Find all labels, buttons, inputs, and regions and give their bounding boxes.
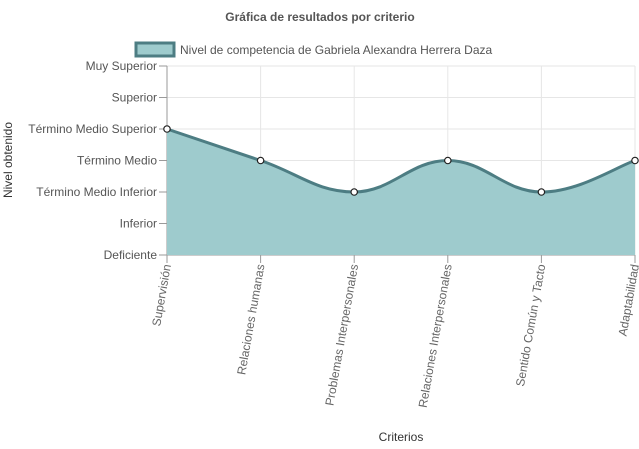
x-tick-label: Problemas Interpersonales xyxy=(322,263,361,407)
x-tick-label: Sentido Común y Tacto xyxy=(513,263,548,388)
x-tick-label: Adaptabilidad xyxy=(616,263,639,337)
x-axis-label: Criterios xyxy=(379,430,424,444)
legend[interactable]: Nivel de competencia de Gabriela Alexand… xyxy=(134,41,492,58)
y-tick-label: Término Medio Superior xyxy=(28,122,157,136)
x-tick-label: Supervisión xyxy=(149,263,174,327)
data-point[interactable] xyxy=(631,156,639,165)
series-line xyxy=(166,127,636,194)
y-tick-label: Muy Superior xyxy=(86,59,157,73)
data-point[interactable] xyxy=(163,125,171,133)
y-axis-ticks: Deficiente Inferior Término Medio Inferior… xyxy=(28,59,157,262)
legend-swatch xyxy=(134,41,176,58)
x-tick-label: Relaciones Interpersonales xyxy=(416,263,455,409)
data-point[interactable] xyxy=(537,188,546,196)
y-tick-label: Deficiente xyxy=(104,248,158,262)
x-axis-ticks: Supervisión Relaciones humanas Problemas I… xyxy=(149,263,639,409)
data-point[interactable] xyxy=(443,156,452,165)
y-tick-label: Término Medio Inferior xyxy=(36,185,157,199)
y-axis-label: Nivel obtenido xyxy=(1,122,15,198)
y-tick-label: Superior xyxy=(112,91,157,105)
data-point[interactable] xyxy=(350,188,359,196)
y-tick-label: Término Medio xyxy=(77,154,157,168)
plot-area xyxy=(163,125,639,255)
series-area xyxy=(167,129,635,255)
legend-label: Nivel de competencia de Gabriela Alexand… xyxy=(180,43,492,57)
data-point[interactable] xyxy=(256,156,265,165)
y-tick-label: Inferior xyxy=(120,217,157,231)
chart-title: Gráfica de resultados por criterio xyxy=(225,10,414,24)
x-tick-label: Relaciones humanas xyxy=(234,263,267,376)
